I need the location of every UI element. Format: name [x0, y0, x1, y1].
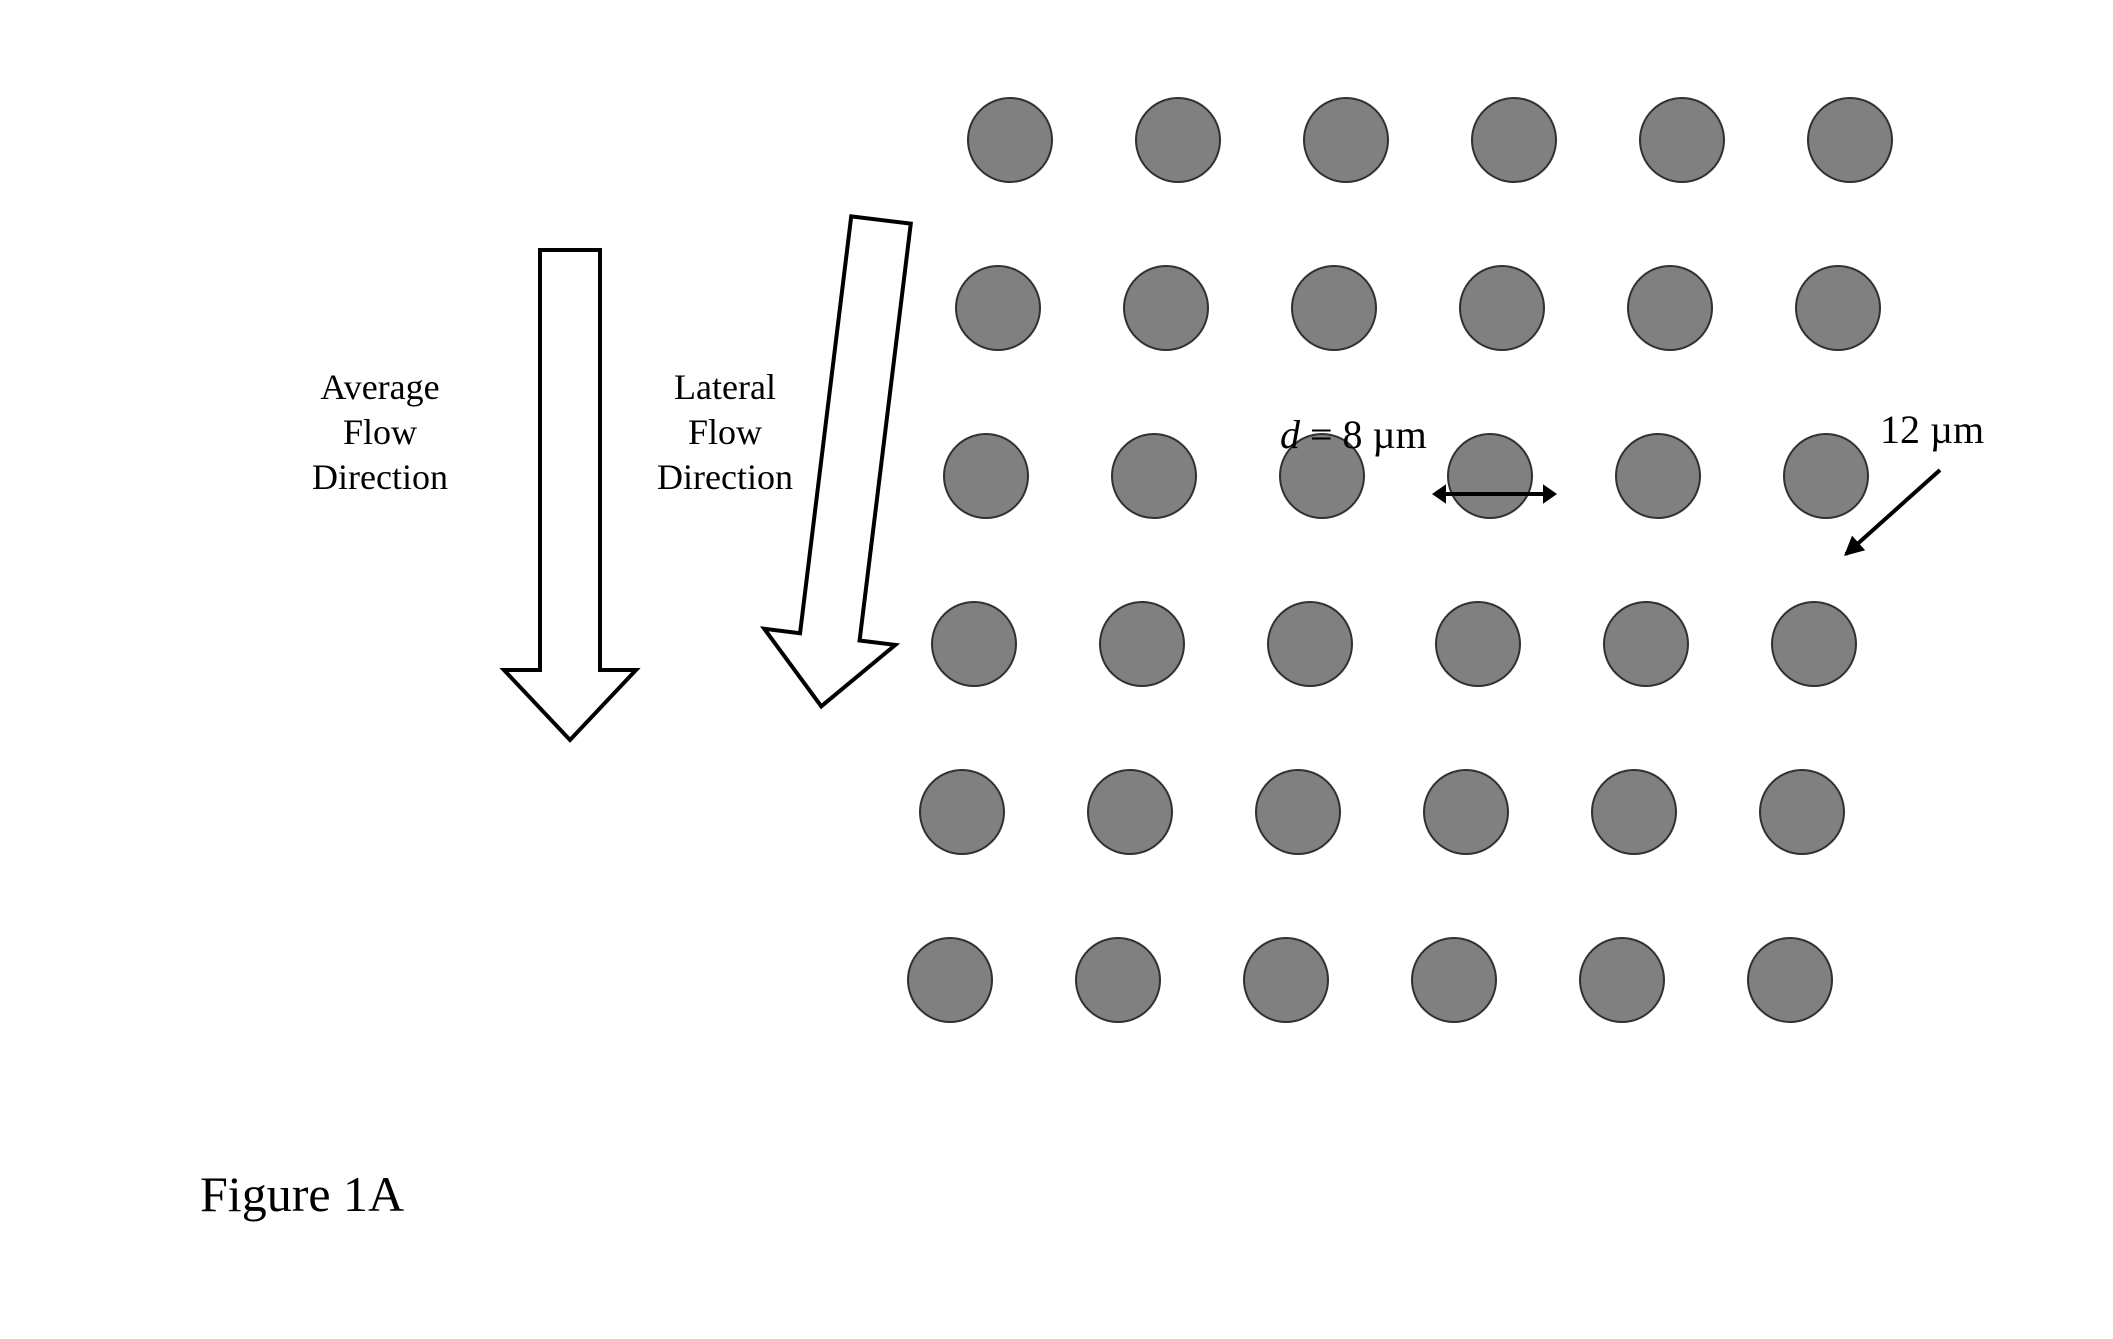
obstacle-dot: [1460, 266, 1544, 350]
obstacle-dot: [1448, 434, 1532, 518]
obstacle-dot: [1472, 98, 1556, 182]
figure-stage: Average Flow Direction Lateral Flow Dire…: [0, 0, 2113, 1339]
obstacle-dot: [908, 938, 992, 1022]
obstacle-dot: [1256, 770, 1340, 854]
gap-d-symbol: d: [1280, 412, 1300, 457]
obstacle-dot: [1808, 98, 1892, 182]
obstacle-dot: [1436, 602, 1520, 686]
flow-arrow: [504, 250, 636, 740]
obstacle-dot: [1748, 938, 1832, 1022]
obstacle-dot: [968, 98, 1052, 182]
obstacle-dot: [956, 266, 1040, 350]
obstacle-dot: [1292, 266, 1376, 350]
obstacle-dot: [1604, 602, 1688, 686]
obstacle-dot: [1124, 266, 1208, 350]
gap-dimension-label: d = 8 µm: [1280, 410, 1427, 460]
obstacle-dot: [932, 602, 1016, 686]
gap-value-text: = 8 µm: [1300, 412, 1427, 457]
obstacle-dot: [1784, 434, 1868, 518]
obstacle-dot: [1796, 266, 1880, 350]
obstacle-dot: [1628, 266, 1712, 350]
obstacle-dot: [1304, 98, 1388, 182]
obstacle-dot: [944, 434, 1028, 518]
obstacle-dot: [1412, 938, 1496, 1022]
figure-caption: Figure 1A: [200, 1165, 404, 1223]
obstacle-dot: [1244, 938, 1328, 1022]
lateral-flow-label: Lateral Flow Direction: [657, 365, 793, 500]
obstacle-dot: [1616, 434, 1700, 518]
obstacle-dot: [1592, 770, 1676, 854]
avg-flow-label: Average Flow Direction: [312, 365, 448, 500]
obstacle-dot: [1112, 434, 1196, 518]
arrowhead-left-icon: [1432, 484, 1446, 504]
obstacle-dot: [1640, 98, 1724, 182]
obstacle-dot: [1088, 770, 1172, 854]
arrowhead-right-icon: [1543, 484, 1557, 504]
obstacle-dot: [1100, 602, 1184, 686]
diameter-dimension-label: 12 µm: [1880, 405, 1984, 455]
obstacle-dot: [1268, 602, 1352, 686]
obstacle-dot: [1580, 938, 1664, 1022]
obstacle-dot: [920, 770, 1004, 854]
obstacle-dot: [1772, 602, 1856, 686]
obstacle-dot: [1136, 98, 1220, 182]
obstacle-dot: [1076, 938, 1160, 1022]
diagram-svg: [0, 0, 2113, 1339]
obstacle-dot: [1760, 770, 1844, 854]
obstacle-dot: [1424, 770, 1508, 854]
